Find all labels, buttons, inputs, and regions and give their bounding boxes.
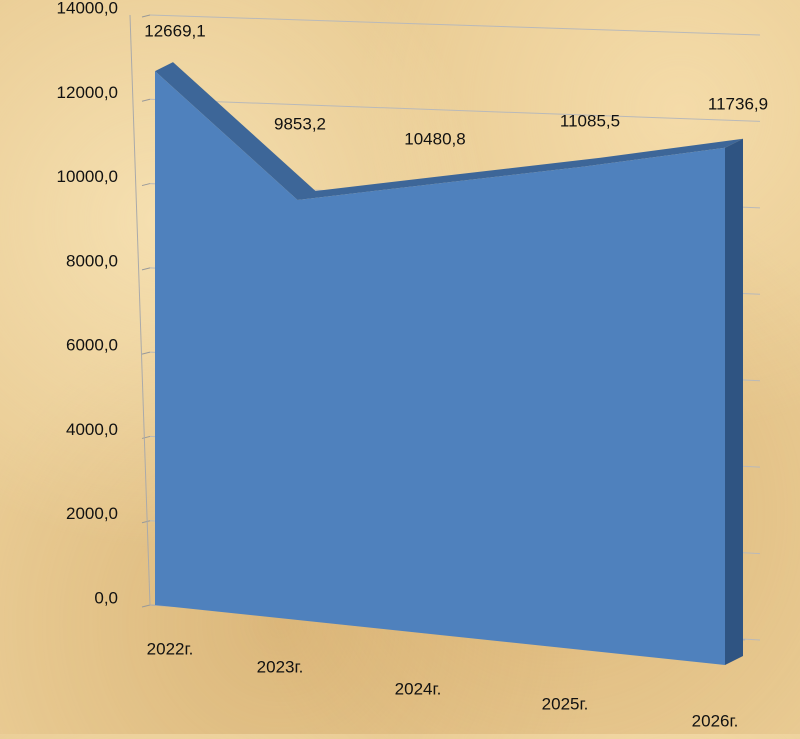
area-side (725, 138, 743, 666)
y-tick (141, 351, 151, 355)
area (155, 71, 725, 665)
x-tick-label: 2022г. (147, 639, 194, 658)
y-tick-label: 6000,0 (66, 336, 118, 355)
y-tick-label: 0,0 (94, 588, 118, 607)
y-tick-label: 2000,0 (66, 504, 118, 523)
y-tick-label: 12000,0 (57, 83, 118, 102)
y-tick-label: 4000,0 (66, 420, 118, 439)
x-tick-label: 2025г. (542, 694, 589, 713)
x-tick-label: 2024г. (395, 679, 442, 698)
value-label: 11736,9 (708, 94, 768, 113)
y-tick (141, 98, 151, 102)
value-label: 10480,8 (404, 129, 465, 148)
x-tick-label: 2026г. (692, 711, 739, 730)
value-label: 12669,1 (144, 21, 205, 40)
y-tick (141, 14, 151, 18)
value-label: 11085,5 (560, 111, 620, 130)
y-tick (141, 604, 151, 608)
y-tick (141, 183, 151, 187)
y-tick (141, 267, 151, 271)
y-axis (129, 14, 151, 606)
y-tick-label: 8000,0 (66, 251, 118, 270)
y-tick (141, 520, 151, 524)
grid-line (149, 98, 761, 122)
value-label: 9853,2 (274, 114, 326, 133)
y-tick (141, 435, 151, 439)
y-tick-label: 10000,0 (57, 167, 118, 186)
x-tick-label: 2023г. (257, 657, 304, 676)
y-tick-label: 14000,0 (57, 0, 118, 17)
grid-line (149, 14, 761, 36)
